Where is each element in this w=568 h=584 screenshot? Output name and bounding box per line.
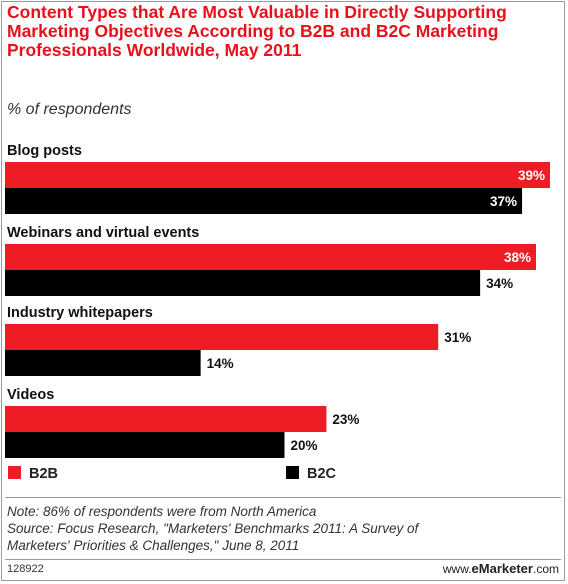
brand-suffix: .com	[532, 562, 559, 576]
data-label: 14%	[207, 356, 234, 371]
category-label: Webinars and virtual events	[7, 225, 199, 241]
note-line: Note: 86% of respondents were from North…	[7, 504, 317, 519]
legend-swatch-b2b	[8, 466, 21, 479]
bar-b2c	[5, 270, 481, 296]
chart-subtitle: % of respondents	[7, 101, 132, 118]
bar-b2b	[5, 406, 327, 432]
notes-divider	[5, 497, 561, 498]
category-label: Industry whitepapers	[7, 305, 153, 321]
chart-title: Content Types that Are Most Valuable in …	[7, 2, 507, 60]
category-label: Videos	[7, 387, 54, 403]
brand-logo: www.eMarketer.com	[443, 561, 559, 576]
bar-b2b	[5, 244, 537, 270]
bar-b2c	[5, 432, 285, 458]
category-label: Blog posts	[7, 143, 82, 159]
data-label: 38%	[504, 250, 531, 265]
footer-divider	[5, 559, 561, 560]
bar-b2c	[5, 350, 201, 376]
legend-label-b2b: B2B	[29, 466, 58, 482]
bar-b2b	[5, 324, 439, 350]
data-label: 37%	[490, 194, 517, 209]
legend-label-b2c: B2C	[307, 466, 337, 482]
bar-b2b	[5, 162, 550, 188]
brand-name: eMarketer	[471, 561, 533, 576]
data-label: 31%	[444, 330, 471, 345]
bar-b2c	[5, 188, 523, 214]
chart-id: 128922	[7, 563, 44, 575]
data-label: 34%	[486, 276, 513, 291]
data-label: 23%	[332, 412, 359, 427]
bar-chart: Blog posts 39%37% Webinars and virtual eve…	[5, 143, 550, 482]
brand-prefix: www.	[442, 562, 472, 576]
legend: B2B B2C	[8, 466, 337, 482]
source-line-1: Source: Focus Research, "Marketers' Benc…	[7, 521, 419, 536]
source-line-2: Marketers' Priorities & Challenges," Jun…	[7, 538, 300, 553]
legend-swatch-b2c	[286, 466, 299, 479]
data-label: 20%	[290, 438, 317, 453]
chart-notes: Note: 86% of respondents were from North…	[7, 503, 557, 554]
data-label: 39%	[518, 168, 545, 183]
bars-layer: Blog posts 39%37% Webinars and virtual eve…	[5, 143, 550, 458]
